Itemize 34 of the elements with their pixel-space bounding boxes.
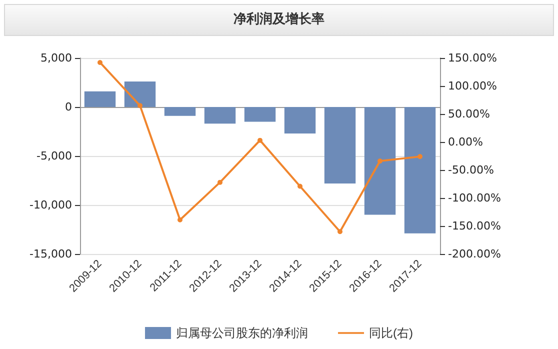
legend-label: 同比(右) (369, 326, 414, 340)
bar (124, 82, 156, 107)
y2-tick-label: -200.00% (448, 248, 501, 260)
point (418, 154, 422, 160)
y2-tick-label: 0.00% (448, 136, 483, 148)
bar (284, 107, 316, 134)
chart-title: 净利润及增长率 (4, 4, 554, 36)
point (138, 103, 142, 108)
y2-tick-label: 100.00% (448, 80, 497, 92)
y2-tick-label: 50.00% (448, 108, 490, 120)
point (338, 229, 342, 234)
point (218, 180, 222, 185)
bar (404, 107, 436, 234)
bar (84, 91, 116, 107)
y2-tick-label: 150.00% (448, 52, 497, 64)
y2-tick-label: -50.00% (448, 164, 494, 176)
bar (164, 107, 196, 116)
point (178, 217, 182, 222)
y-tick-label: -5,000 (36, 150, 72, 162)
point (98, 60, 102, 65)
point (258, 138, 262, 143)
y-tick-label: 5,000 (40, 52, 72, 64)
y-tick-label: 0 (65, 100, 72, 114)
point (378, 158, 382, 164)
y2-tick-label: -100.00% (448, 192, 501, 204)
legend-label: 归属母公司股东的净利润 (176, 326, 308, 340)
bar (204, 107, 236, 124)
point (298, 184, 302, 189)
bar (244, 107, 276, 122)
y-tick-label: -15,000 (30, 248, 72, 260)
bar (364, 107, 396, 215)
y-tick-label: -10,000 (30, 198, 72, 212)
bar (324, 107, 356, 184)
y2-tick-label: -150.00% (448, 220, 501, 232)
